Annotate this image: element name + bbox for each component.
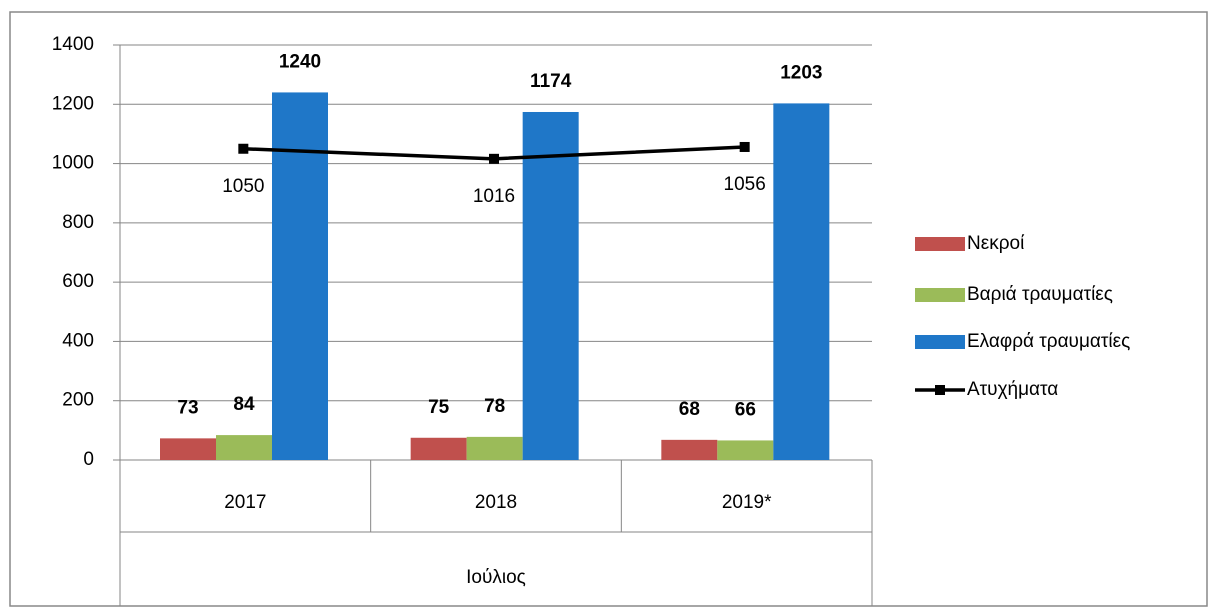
data-label: 84 [233,394,255,415]
x-tick-label: 2018 [475,492,517,513]
y-tick-label: 1200 [52,93,94,114]
data-label: 78 [484,396,505,417]
line-marker [489,153,499,164]
group-label: Ιούλιος [466,567,526,588]
chart-border [9,11,1208,607]
data-label: 1050 [222,176,264,197]
y-tick-label: 0 [83,449,94,470]
bar [160,438,216,460]
bar [410,437,467,460]
data-label: 73 [177,397,198,418]
x-tick-label: 2017 [224,492,266,513]
legend-label: Βαριά τραυματίες [967,284,1113,305]
y-tick-label: 600 [62,271,94,292]
data-label: 1240 [279,51,321,72]
bar [216,435,272,460]
bar [522,111,579,460]
data-label: 1056 [724,174,766,195]
data-label: 1174 [530,71,572,92]
data-label: 1016 [473,186,515,207]
legend-label: Ατυχήματα [967,379,1058,400]
data-label: 66 [735,399,756,420]
y-tick-label: 1400 [52,34,94,55]
bar [272,92,328,460]
bar [466,436,523,460]
bar [773,103,830,461]
bar [717,440,774,460]
data-label: 1203 [780,62,822,83]
legend-label: Νεκροί [967,233,1025,254]
line-marker [238,143,249,154]
data-label: 68 [679,399,700,420]
bar [661,439,718,460]
legend-label: Ελαφρά τραυματίες [967,331,1130,352]
legend-swatch [915,288,965,302]
y-tick-label: 1000 [52,153,94,174]
y-tick-label: 400 [62,330,94,351]
legend-swatch [915,237,965,251]
line-marker [739,141,750,152]
y-tick-label: 200 [62,390,94,411]
y-tick-label: 800 [62,212,94,233]
legend-marker [935,385,945,395]
data-label: 75 [428,397,450,418]
legend-swatch [915,335,965,349]
x-tick-label: 2019* [722,492,772,513]
